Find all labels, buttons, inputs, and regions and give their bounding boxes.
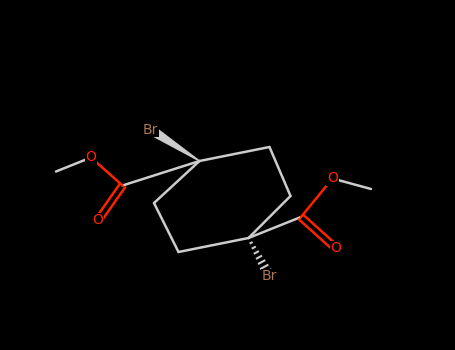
Text: O: O — [86, 150, 96, 164]
Text: O: O — [92, 214, 103, 228]
Polygon shape — [148, 126, 199, 161]
Text: Br: Br — [143, 122, 158, 136]
Text: O: O — [331, 241, 341, 255]
Text: Br: Br — [262, 270, 277, 284]
Text: O: O — [327, 172, 338, 186]
